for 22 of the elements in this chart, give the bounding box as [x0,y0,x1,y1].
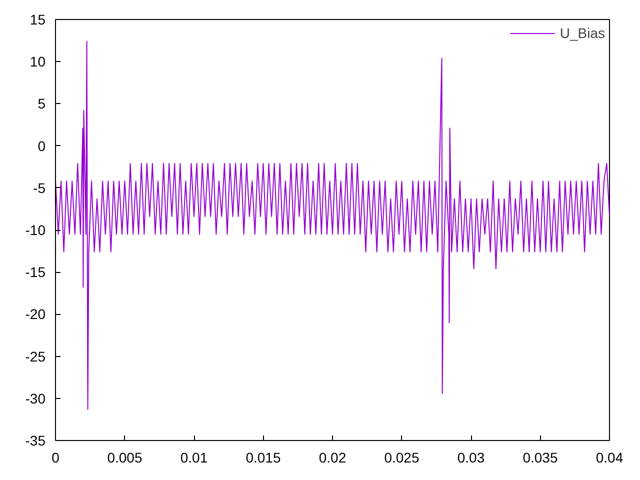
y-tick-label: -20 [25,306,46,322]
y-tick-label: -25 [25,348,46,364]
x-tick-label: 0.03 [457,450,485,466]
x-tick-label: 0.02 [318,450,346,466]
x-tick-label: 0.01 [180,450,208,466]
y-tick-label: 10 [30,54,46,70]
y-tick-label: -5 [33,180,46,196]
y-tick-label: -35 [25,432,46,448]
x-tick-label: 0.04 [596,450,624,466]
line-series [56,40,610,410]
x-tick-label: 0 [52,450,60,466]
y-tick-label: 15 [30,12,46,28]
x-tick-label: 0.005 [107,450,142,466]
y-tick-label: -30 [25,390,46,406]
x-tick-label: 0.015 [246,450,281,466]
x-tick-label: 0.025 [384,450,420,466]
y-tick-label: 0 [38,138,46,154]
x-tick-label: 0.035 [522,450,558,466]
y-tick-label: -10 [25,222,46,238]
legend-label: U_Bias [560,25,605,41]
y-tick-label: -15 [25,264,46,280]
y-tick-label: 5 [38,96,46,112]
